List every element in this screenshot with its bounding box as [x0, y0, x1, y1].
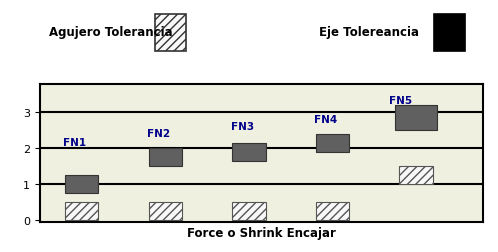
Text: FN3: FN3 [231, 122, 253, 132]
Bar [148, 202, 182, 220]
Bar [232, 143, 265, 161]
Bar [65, 202, 99, 220]
Bar [395, 106, 437, 131]
Text: Eje Tolereancia: Eje Tolereancia [319, 26, 419, 39]
Bar [155, 15, 186, 52]
Text: FN1: FN1 [63, 138, 86, 148]
Bar [232, 202, 265, 220]
Bar [316, 202, 349, 220]
Bar [148, 149, 182, 167]
X-axis label: Force o Shrink Encajar: Force o Shrink Encajar [187, 226, 336, 239]
Text: FN5: FN5 [389, 95, 412, 105]
Text: FN4: FN4 [314, 114, 337, 124]
Text: FN2: FN2 [147, 128, 170, 138]
Text: Agujero Tolerancia: Agujero Tolerancia [49, 26, 172, 39]
Bar [399, 167, 433, 184]
Bar [316, 134, 349, 152]
Bar [434, 15, 465, 52]
Bar [65, 175, 99, 193]
